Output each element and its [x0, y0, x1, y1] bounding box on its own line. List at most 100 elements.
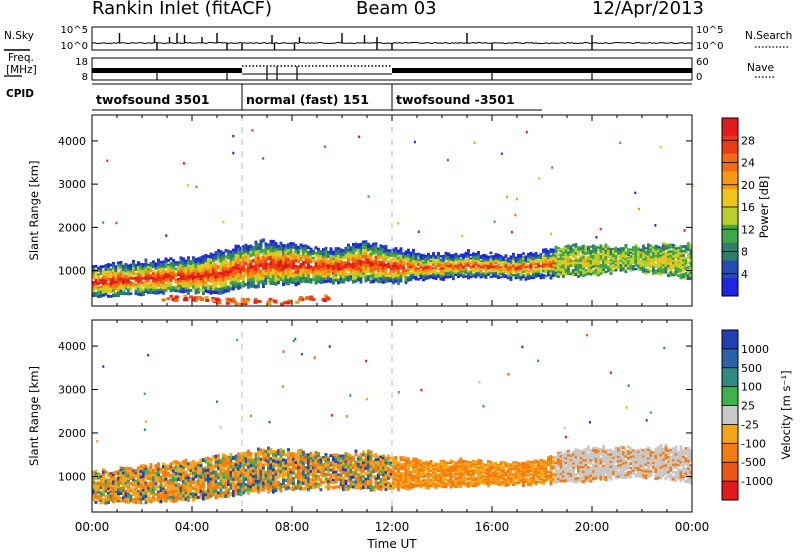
data-cell: [449, 254, 453, 257]
data-cell: [172, 268, 175, 272]
data-cell: [444, 264, 448, 268]
data-cell: [319, 262, 323, 266]
data-cell: [602, 261, 605, 264]
data-cell: [234, 260, 238, 264]
data-cell: [567, 258, 570, 262]
data-cell: [219, 256, 223, 260]
data-cell: [237, 452, 240, 457]
data-cell: [457, 268, 460, 272]
data-cell: [239, 461, 243, 466]
data-cell: [369, 479, 373, 483]
data-cell: [234, 466, 238, 470]
data-cell: [594, 254, 598, 257]
data-cell: [332, 486, 335, 490]
data-cell: [109, 472, 113, 475]
data-cell: [277, 469, 280, 473]
data-cell: [484, 269, 488, 272]
data-cell: [459, 261, 463, 264]
data-cell: [469, 267, 473, 270]
data-cell: [139, 478, 143, 482]
data-cell: [314, 464, 318, 468]
data-cell: [294, 276, 298, 281]
data-cell: [672, 246, 675, 249]
data-cell: [274, 276, 278, 280]
data-cell: [349, 478, 353, 482]
data-cell: [539, 276, 543, 280]
data-cell: [192, 498, 195, 502]
data-cell: [379, 269, 383, 273]
data-cell: [289, 242, 293, 246]
data-cell: [257, 253, 260, 258]
data-cell: [157, 266, 160, 270]
data-cell: [392, 256, 395, 260]
data-cell: [392, 456, 395, 460]
data-cell: [287, 486, 290, 490]
data-cell: [169, 279, 173, 283]
data-cell: [592, 257, 595, 260]
data-cell: [244, 451, 248, 455]
data-cell: [382, 250, 385, 255]
data-cell: [342, 251, 345, 255]
data-cell: [634, 249, 638, 252]
data-cell: [364, 483, 368, 487]
data-cell: [352, 274, 355, 278]
data-cell: [357, 475, 360, 479]
data-cell: [324, 477, 328, 481]
data-cell: [479, 255, 483, 258]
data-cell: [134, 471, 138, 475]
data-cell: [382, 464, 385, 468]
data-cell: [367, 485, 370, 489]
data-cell: [222, 251, 225, 256]
data-cell: [449, 259, 453, 262]
data-cell: [657, 268, 660, 271]
data-cell: [397, 252, 400, 256]
data-cell: [167, 466, 170, 470]
data-cell: [232, 275, 235, 279]
data-cell: [232, 483, 235, 488]
data-cell: [294, 270, 298, 275]
data-cell: [582, 247, 585, 250]
data-cell: [122, 467, 125, 471]
data-cell: [647, 268, 650, 271]
data-cell: [234, 269, 238, 273]
data-cell: [192, 282, 195, 287]
data-cell: [669, 271, 673, 275]
data-cell: [162, 260, 165, 264]
data-cell: [382, 471, 385, 475]
data-cell: [527, 271, 530, 275]
data-cell: [102, 289, 105, 293]
data-cell: [679, 276, 683, 280]
data-cell: [104, 494, 108, 498]
data-cell: [277, 472, 280, 476]
data-cell: [554, 271, 558, 275]
sparse-point: [102, 221, 105, 224]
data-cell: [219, 268, 223, 273]
data-cell: [184, 280, 188, 284]
data-cell: [277, 247, 280, 251]
data-cell: [282, 470, 285, 474]
data-cell: [352, 485, 355, 489]
low-layer-cell: [183, 294, 188, 298]
data-cell: [339, 263, 343, 267]
data-cell: [482, 273, 485, 276]
data-cell: [664, 251, 668, 255]
data-cell: [627, 261, 630, 264]
data-cell: [197, 485, 200, 489]
data-cell: [342, 462, 345, 467]
data-cell: [589, 264, 593, 268]
data-cell: [399, 264, 403, 268]
data-cell: [179, 483, 183, 488]
data-cell: [419, 264, 423, 267]
data-cell: [349, 270, 353, 274]
data-cell: [479, 273, 483, 276]
data-cell: [594, 249, 598, 253]
data-cell: [237, 248, 240, 252]
data-cell: [474, 272, 478, 275]
data-cell: [102, 285, 105, 288]
data-cell: [112, 286, 115, 290]
data-cell: [109, 268, 113, 272]
data-cell: [279, 268, 283, 273]
data-cell: [399, 456, 403, 459]
data-cell: [102, 468, 105, 472]
data-cell: [204, 270, 208, 274]
